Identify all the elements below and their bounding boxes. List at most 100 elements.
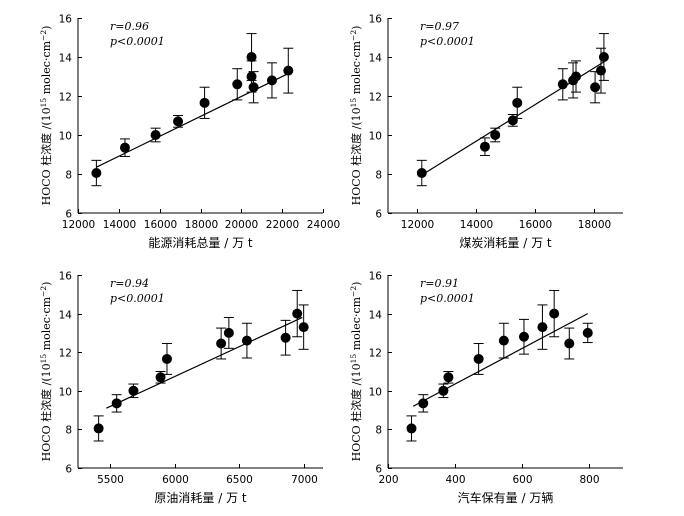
y-tick-label: 8	[375, 425, 382, 437]
x-tick-label: 6500	[226, 474, 253, 486]
y-tick-label: 12	[369, 348, 382, 360]
y-axis-title: HOCO 柱浓度 /(1015 molec·cm−2)	[39, 282, 53, 462]
p-value-label: p<0.0001	[420, 292, 475, 305]
x-axis-title: 能源消耗总量 / 万 t	[148, 236, 252, 250]
y-axis-title-part: molec·cm	[350, 296, 363, 353]
x-axis-title: 汽车保有量 / 万辆	[458, 490, 554, 505]
x-tick-label: 7000	[291, 474, 318, 486]
data-point	[199, 97, 210, 108]
data-point	[479, 141, 490, 152]
data-point	[155, 372, 166, 383]
data-point	[564, 338, 575, 349]
y-tick-label: 10	[59, 387, 72, 399]
data-point	[418, 398, 429, 409]
data-point	[598, 52, 609, 62]
y-tick-label: 10	[369, 131, 382, 143]
data-point	[443, 372, 454, 383]
x-tick-label: 12000	[401, 219, 434, 231]
y-axis-title-part: −2	[349, 30, 358, 41]
y-tick-label: 8	[375, 170, 382, 182]
p-value-label: p<0.0001	[110, 292, 165, 305]
x-tick-label: 14000	[460, 219, 493, 231]
chart-panel-energy: 12000 14000 16000 18000 20000 22000 24000 6 8 10 1…	[39, 14, 340, 251]
data-point	[549, 308, 560, 319]
y-tick-label: 10	[59, 131, 72, 143]
chart-panel-oil: 5500 6000 6500 7000 6 8 10 12 14 16 r=0.94 p<0.0001…	[39, 271, 323, 505]
r-value-label: r=0.96	[110, 20, 149, 33]
y-axis-title-part: 15	[349, 98, 358, 108]
data-point	[161, 353, 172, 364]
p-value-label: p<0.0001	[110, 35, 165, 48]
x-tick-label: 18000	[185, 219, 218, 231]
x-tick-label: 6000	[162, 474, 189, 486]
x-tick-label: 24000	[307, 219, 340, 231]
data-point	[246, 52, 257, 62]
y-axis-title: HOCO 柱浓度 /(1015 molec·cm−2)	[349, 282, 363, 462]
data-point	[498, 335, 509, 346]
data-point	[150, 130, 161, 140]
data-point	[232, 79, 243, 90]
y-axis-title-part: −2	[39, 286, 48, 297]
data-point	[512, 97, 523, 108]
y-tick-label: 6	[375, 209, 382, 221]
data-point	[241, 335, 252, 346]
data-point	[571, 71, 581, 82]
y-axis-title: HOCO 柱浓度 /(1015 molec·cm−2)	[349, 26, 363, 206]
data-point	[292, 308, 303, 319]
y-axis-title-part: HOCO 柱浓度 /(10	[349, 107, 363, 205]
x-tick-label: 16000	[519, 219, 552, 231]
y-axis-title-part: −2	[349, 286, 358, 297]
y-tick-label: 6	[65, 209, 72, 221]
y-axis-title-part: )	[350, 282, 363, 286]
y-tick-label: 14	[59, 53, 73, 65]
data-point	[473, 353, 484, 364]
y-tick-label: 12	[59, 348, 72, 360]
data-point	[280, 332, 291, 343]
chart-panel-vehicle: 200 400 600 800 6 8 10 12 14 16 r=0.91 p<0.0001 汽车保有…	[349, 271, 623, 505]
y-tick-label: 6	[65, 464, 72, 476]
y-tick-label: 14	[369, 310, 383, 322]
x-axis-title: 煤炭消耗量 / 万 t	[459, 236, 551, 250]
r-value-label: r=0.97	[420, 20, 459, 33]
data-point	[438, 385, 449, 396]
x-tick-label: 400	[445, 474, 465, 486]
data-point	[298, 322, 309, 333]
y-tick-label: 16	[369, 271, 383, 283]
data-point	[537, 322, 548, 333]
x-tick-label: 200	[378, 474, 398, 486]
x-tick-label: 600	[512, 474, 532, 486]
data-point	[582, 327, 593, 338]
chart-panel-coal: 12000 14000 16000 18000 6 8 10 12 14 16 r=0.97 p<0.…	[349, 14, 623, 250]
r-value-label: r=0.91	[420, 277, 459, 290]
data-point	[266, 75, 277, 86]
y-axis-title-part: −2	[39, 30, 48, 41]
x-tick-label: 800	[579, 474, 599, 486]
regression-line	[96, 72, 291, 168]
y-axis-title-part: )	[350, 26, 363, 30]
data-point	[248, 82, 259, 93]
y-tick-label: 14	[59, 310, 73, 322]
y-axis-title-part: 15	[349, 354, 358, 364]
y-axis-title-part: HOCO 柱浓度 /(10	[349, 363, 363, 461]
regression-line	[106, 316, 303, 409]
y-tick-label: 6	[375, 464, 382, 476]
y-axis-title-part: HOCO 柱浓度 /(10	[39, 363, 53, 461]
y-axis-title-part: molec·cm	[40, 40, 53, 97]
y-tick-label: 14	[369, 53, 383, 65]
y-tick-label: 12	[369, 92, 382, 104]
x-tick-label: 14000	[103, 219, 136, 231]
data-point	[91, 168, 102, 179]
data-point	[490, 130, 501, 140]
x-tick-label: 22000	[266, 219, 299, 231]
data-point	[111, 398, 122, 409]
data-point	[595, 65, 606, 76]
data-point	[119, 142, 130, 153]
y-tick-label: 8	[65, 425, 72, 437]
y-tick-label: 16	[59, 271, 73, 283]
data-point	[507, 115, 518, 126]
data-point	[173, 116, 184, 127]
x-tick-label: 16000	[144, 219, 177, 231]
data-point	[518, 331, 529, 342]
data-point	[246, 71, 257, 82]
